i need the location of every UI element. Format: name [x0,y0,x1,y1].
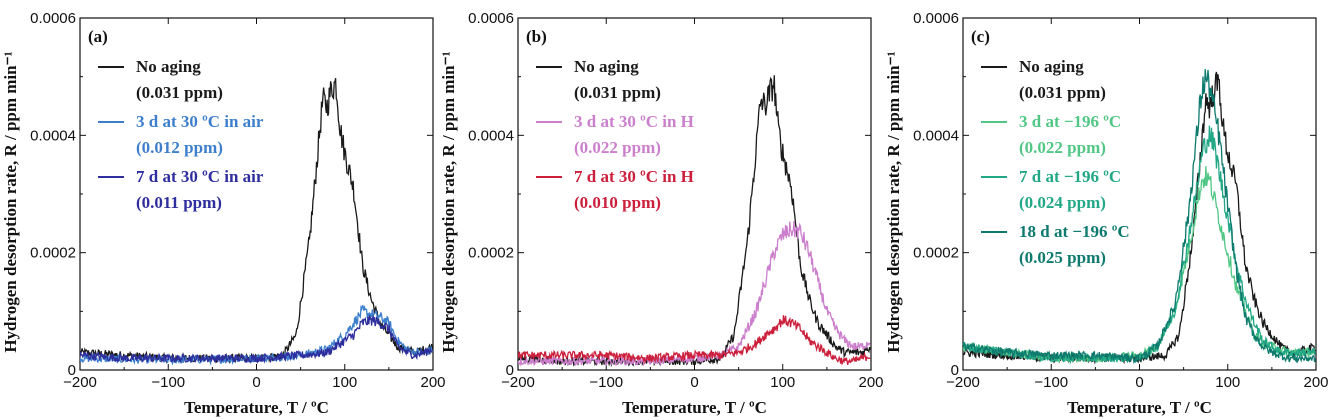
series-line-1 [963,165,1316,364]
y-tick-label: 0.0006 [913,10,959,27]
x-tick-label: −200 [946,374,980,391]
legend-entry-name: 7 d at 30 ºC in air [136,167,264,186]
series-line-3 [963,69,1316,365]
legend-entry-name: 18 d at −196 ºC [1019,222,1130,241]
plot-frame [962,17,1317,371]
legend-entry-sub: (0.031 ppm) [1019,83,1106,102]
legend-entry-name: 7 d at 30 ºC in H [574,167,694,186]
x-tick-label: 0 [690,374,698,391]
y-tick-label: 0.0006 [30,10,76,27]
panel-label: (a) [88,27,108,46]
legend-entry-name: No aging [1019,57,1084,76]
series-line-2 [518,315,871,366]
y-tick-label: 0 [506,362,514,379]
series-line-1 [518,220,871,367]
y-axis-label: Hydrogen desorption rate, R / ppm min⁻¹ [439,51,458,352]
plot-frame [517,17,872,371]
legend-entry-name: No aging [136,57,201,76]
x-axis-label: Temperature, T / ºC [184,398,329,417]
x-tick-label: −200 [501,374,535,391]
x-tick-label: 100 [332,374,357,391]
x-tick-label: 100 [1215,374,1240,391]
x-tick-label: 0 [252,374,260,391]
x-tick-label: −100 [589,374,623,391]
y-tick-label: 0.0004 [913,127,959,144]
y-tick-label: 0.0006 [468,10,514,27]
chart-panel-b: −200 −100 0 100 200 0 0.0002 0.0004 0.0006 Temper… [439,10,884,417]
x-tick-label: 100 [770,374,795,391]
chart-panel-c: −200 −100 0 100 200 0 0.0002 0.0004 0.0006 Temper… [884,10,1329,417]
y-tick-label: 0.0004 [30,127,76,144]
legend-entry-name: No aging [574,57,639,76]
legend-entry-sub: (0.031 ppm) [136,83,223,102]
legend-entry-sub: (0.024 ppm) [1019,193,1106,212]
legend-entry-name: 3 d at 30 ºC in H [574,112,694,131]
y-tick-label: 0.0002 [468,245,514,262]
panel-label: (c) [971,27,990,46]
x-tick-label: 200 [858,374,883,391]
x-tick-label: 200 [420,374,445,391]
y-tick-label: 0.0002 [30,245,76,262]
legend-entry-sub: (0.031 ppm) [574,83,661,102]
x-tick-label: 200 [1303,374,1328,391]
x-tick-label: −200 [63,374,97,391]
y-axis-label: Hydrogen desorption rate, R / ppm min⁻¹ [1,51,20,352]
panel-label: (b) [526,27,547,46]
legend-entry-sub: (0.025 ppm) [1019,248,1106,267]
legend-entry-sub: (0.012 ppm) [136,138,223,157]
legend-entry-sub: (0.011 ppm) [136,193,222,212]
y-tick-label: 0.0004 [468,127,514,144]
legend-entry-sub: (0.010 ppm) [574,193,661,212]
legend-entry-name: 3 d at 30 ºC in air [136,112,264,131]
series-line-0 [518,75,871,368]
x-tick-label: −100 [1034,374,1068,391]
chart-panel-a: −200 −100 0 100 200 0 0.0002 0.0004 0.0006 Temper… [1,10,446,417]
y-tick-label: 0.0002 [913,245,959,262]
legend-entry-sub: (0.022 ppm) [1019,138,1106,157]
series-line-0 [963,71,1316,365]
y-tick-label: 0 [951,362,959,379]
x-tick-label: 0 [1135,374,1143,391]
x-axis-label: Temperature, T / ºC [1067,398,1212,417]
series-line-2 [80,314,433,364]
y-axis-label: Hydrogen desorption rate, R / ppm min⁻¹ [884,51,903,352]
legend-entry-name: 7 d at −196 ºC [1019,167,1121,186]
x-tick-label: −100 [151,374,185,391]
legend-entry-name: 3 d at −196 ºC [1019,112,1121,131]
plot-frame [79,17,434,371]
x-axis-label: Temperature, T / ºC [622,398,767,417]
y-tick-label: 0 [68,362,76,379]
legend-entry-sub: (0.022 ppm) [574,138,661,157]
